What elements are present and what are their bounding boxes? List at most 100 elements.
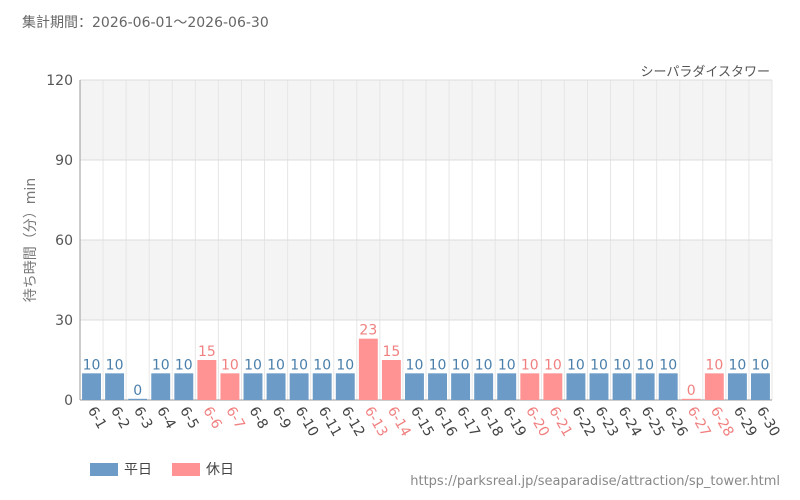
bar	[151, 373, 171, 400]
legend: 平日 休日	[90, 459, 254, 479]
x-tick-label: 6-10	[292, 404, 322, 440]
bar	[335, 373, 355, 400]
bar-value-label: 10	[590, 357, 608, 373]
bar	[128, 398, 148, 400]
legend-swatch-weekday	[90, 462, 118, 476]
bar	[727, 373, 747, 400]
x-tick-label: 6-21	[545, 404, 575, 440]
legend-label-holiday: 休日	[206, 462, 234, 478]
bar	[405, 373, 424, 400]
bar	[358, 338, 378, 400]
x-tick-label: 6-29	[730, 404, 760, 440]
bar	[497, 373, 517, 400]
period-label: 集計期間：2026-06-01～2026-06-30	[22, 15, 269, 31]
x-tick-label: 6-9	[269, 404, 294, 432]
bar-value-label: 10	[521, 357, 539, 373]
x-tick-label: 6-6	[199, 404, 224, 432]
x-tick-label: 6-24	[615, 404, 645, 440]
x-tick-label: 6-12	[338, 404, 368, 440]
x-tick-label: 6-17	[453, 404, 483, 440]
bar-value-label: 10	[106, 357, 124, 373]
bar	[220, 373, 240, 400]
x-tick-label: 6-7	[222, 404, 247, 432]
bar	[635, 373, 655, 400]
bar	[312, 373, 332, 400]
bar-value-label: 10	[705, 357, 723, 373]
bar-value-label: 10	[221, 357, 239, 373]
bar	[243, 373, 263, 400]
bar-value-label: 23	[359, 323, 377, 339]
y-tick-label: 30	[55, 313, 73, 329]
x-tick-label: 6-15	[407, 404, 437, 440]
x-tick-label: 6-5	[176, 404, 201, 432]
y-tick-label: 0	[64, 393, 73, 409]
bar	[105, 373, 125, 400]
bar-value-label: 10	[152, 357, 170, 373]
bar	[381, 360, 401, 400]
bar-value-label: 10	[613, 357, 631, 373]
bar-value-label: 10	[636, 357, 654, 373]
x-tick-label: 6-14	[384, 404, 414, 440]
bar-value-label: 10	[728, 357, 746, 373]
bar	[543, 373, 563, 400]
chart-subtitle: シーパラダイスタワー	[640, 65, 770, 80]
bar-value-label: 10	[336, 357, 354, 373]
bar	[520, 373, 540, 400]
x-tick-label: 6-3	[130, 404, 155, 432]
legend-swatch-holiday	[172, 462, 200, 476]
bar	[289, 373, 309, 400]
bar	[451, 373, 471, 400]
x-tick-label: 6-1	[84, 404, 109, 432]
legend-label-weekday: 平日	[124, 462, 152, 478]
bar	[589, 373, 609, 400]
bar	[82, 373, 101, 400]
y-tick-label: 60	[55, 233, 73, 249]
x-tick-label: 6-13	[361, 404, 391, 440]
bar-value-label: 10	[475, 357, 493, 373]
bar-value-label: 10	[544, 357, 562, 373]
bar	[658, 373, 678, 400]
bar	[681, 398, 701, 400]
bar-value-label: 0	[687, 383, 696, 399]
bar	[704, 373, 724, 400]
x-tick-label: 6-25	[638, 404, 668, 440]
x-tick-label: 6-22	[568, 404, 598, 440]
x-tick-label: 6-11	[315, 404, 345, 440]
bar-value-label: 10	[267, 357, 285, 373]
bar	[474, 373, 494, 400]
legend-item-weekday: 平日	[90, 459, 152, 479]
x-tick-label: 6-4	[153, 404, 178, 432]
bar	[266, 373, 286, 400]
x-tick-label: 6-20	[522, 404, 552, 440]
bar-value-label: 15	[382, 344, 400, 360]
bar	[197, 360, 217, 400]
bar-value-label: 10	[406, 357, 424, 373]
bar-value-label: 10	[659, 357, 677, 373]
x-tick-label: 6-30	[753, 404, 783, 440]
source-url: https://parksreal.jp/seaparadise/attract…	[410, 474, 780, 489]
bar-value-label: 10	[83, 357, 101, 373]
bar	[612, 373, 632, 400]
bar	[751, 373, 770, 400]
y-tick-label: 90	[55, 153, 73, 169]
x-tick-label: 6-19	[499, 404, 529, 440]
bar-value-label: 10	[290, 357, 308, 373]
bar-value-label: 10	[752, 357, 770, 373]
bar-value-label: 10	[429, 357, 447, 373]
legend-item-holiday: 休日	[172, 459, 234, 479]
bar-value-label: 10	[567, 357, 585, 373]
bar-value-label: 10	[313, 357, 331, 373]
x-tick-label: 6-16	[430, 404, 460, 440]
bar-value-label: 10	[452, 357, 470, 373]
y-tick-label: 120	[46, 73, 73, 89]
bar-value-label: 10	[175, 357, 193, 373]
bar-value-label: 10	[498, 357, 516, 373]
x-tick-label: 6-27	[684, 404, 714, 440]
x-tick-label: 6-8	[246, 404, 271, 432]
x-tick-label: 6-28	[707, 404, 737, 440]
x-tick-label: 6-2	[107, 404, 132, 432]
bar	[566, 373, 586, 400]
bar-value-label: 0	[133, 383, 142, 399]
bar	[174, 373, 194, 400]
